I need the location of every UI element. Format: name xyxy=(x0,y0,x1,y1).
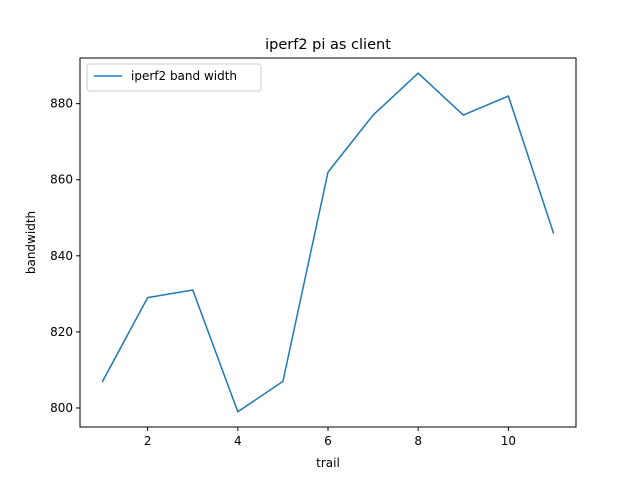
x-tick-label: 2 xyxy=(144,434,152,448)
y-tick-label: 800 xyxy=(50,401,73,415)
y-tick-label: 880 xyxy=(50,97,73,111)
y-axis-label: bandwidth xyxy=(24,211,38,274)
x-tick-label: 8 xyxy=(414,434,422,448)
plot-frame xyxy=(79,57,577,428)
chart-title: iperf2 pi as client xyxy=(265,37,391,53)
series-line-0 xyxy=(101,72,555,413)
y-tick-label: 840 xyxy=(50,249,73,263)
x-tick-label: 10 xyxy=(501,434,516,448)
y-tick-label: 860 xyxy=(50,173,73,187)
x-tick-label: 4 xyxy=(234,434,242,448)
plot-area: 2 4 6 8 10 800 820 840 860 880 xyxy=(50,72,555,448)
x-tick-label: 6 xyxy=(324,434,332,448)
legend: iperf2 band width xyxy=(86,63,262,92)
x-axis-label: trail xyxy=(316,456,340,470)
y-tick-label: 820 xyxy=(50,325,73,339)
legend-label: iperf2 band width xyxy=(131,69,237,83)
legend-box xyxy=(86,63,262,92)
